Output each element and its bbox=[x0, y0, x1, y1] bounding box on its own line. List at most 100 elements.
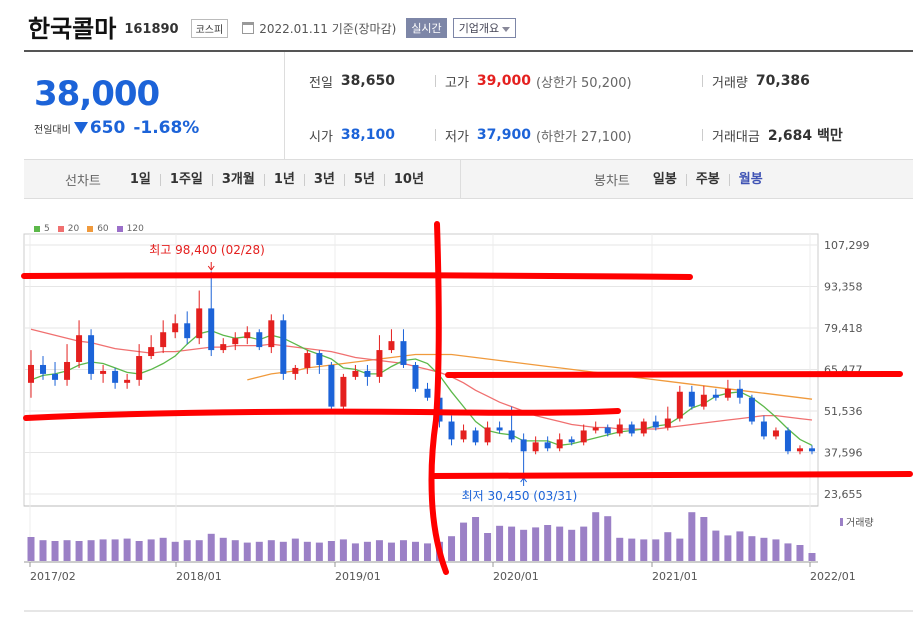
legend-swatch bbox=[34, 226, 40, 232]
candle-body bbox=[52, 373, 59, 380]
candle-body bbox=[412, 364, 419, 389]
annotation-line-right-lower bbox=[431, 471, 913, 479]
amount-value: 2,684 백만 bbox=[767, 128, 843, 144]
legend-label: 20 bbox=[67, 224, 80, 234]
y-tick-label: 107,299 bbox=[824, 239, 870, 252]
volume-bar bbox=[532, 527, 540, 561]
candle-body bbox=[784, 430, 791, 452]
volume-bar bbox=[387, 542, 395, 561]
stock-chart: 5 20 60 120 107,299 93,358 79,418 65,477 51,… bbox=[0, 200, 913, 618]
volume-bar bbox=[736, 531, 744, 561]
ma-legend: 5 20 60 120 bbox=[34, 224, 152, 234]
volume-bar bbox=[508, 526, 516, 561]
candle-body bbox=[100, 370, 107, 374]
legend-swatch bbox=[116, 226, 123, 232]
period-bar: 선차트 1일 1주일 3개월 1년 3년 5년 10년 봉차트 일봉 주봉 월봉 bbox=[24, 160, 913, 199]
open-value: 38,100 bbox=[340, 127, 395, 143]
candle-body bbox=[88, 335, 95, 374]
candle-body bbox=[796, 448, 803, 452]
candle-body bbox=[136, 356, 143, 380]
candle-daily[interactable]: 일봉 bbox=[652, 171, 677, 187]
legend-ma20: 20 bbox=[57, 224, 80, 234]
y-tick-label: 51,536 bbox=[824, 405, 863, 418]
candle-body bbox=[316, 353, 323, 365]
y-tick-label: 23,655 bbox=[824, 488, 863, 501]
volume-bar bbox=[784, 543, 792, 561]
change-value: 650 bbox=[89, 118, 126, 138]
candle-chart-periods: 봉차트 일봉 주봉 월봉 bbox=[594, 160, 772, 199]
volume-legend-swatch bbox=[840, 518, 843, 526]
candle-body bbox=[244, 332, 251, 339]
candle-body bbox=[592, 427, 599, 431]
candle-body bbox=[676, 391, 683, 419]
candle-body bbox=[808, 448, 815, 452]
annotation-line-top bbox=[21, 272, 693, 280]
period-3m[interactable]: 3개월 bbox=[211, 173, 264, 186]
volume-bar bbox=[63, 540, 71, 561]
candle-body bbox=[64, 361, 71, 380]
volume-bar bbox=[808, 553, 816, 561]
x-tick-label: 2020/01 bbox=[493, 570, 539, 583]
y-tick-label: 93,358 bbox=[824, 281, 863, 294]
candle-body bbox=[472, 430, 479, 443]
line-chart-label: 선차트 bbox=[65, 174, 101, 189]
candle-weekly[interactable]: 주봉 bbox=[685, 173, 729, 186]
period-1w[interactable]: 1주일 bbox=[159, 173, 212, 186]
volume-bar bbox=[87, 540, 95, 561]
candle-body bbox=[364, 370, 371, 377]
candle-body bbox=[628, 424, 635, 434]
high-value: 39,000 bbox=[476, 73, 531, 89]
volume-bar bbox=[448, 536, 456, 561]
volume-bar bbox=[315, 542, 323, 561]
candle-body bbox=[196, 308, 203, 339]
candle-body bbox=[748, 397, 755, 422]
chart-canvas: 107,29993,35879,41865,47751,53637,59623,… bbox=[21, 221, 913, 612]
candle-monthly[interactable]: 월봉 bbox=[728, 173, 772, 186]
volume-bar bbox=[760, 537, 768, 561]
title-row: 한국콜마 161890 코스피 2022.01.11 기준(장마감) 실시간 기… bbox=[28, 10, 517, 43]
candle-body bbox=[340, 376, 347, 407]
realtime-button[interactable]: 실시간 bbox=[406, 18, 447, 38]
candle-body bbox=[736, 388, 743, 398]
period-5y[interactable]: 5년 bbox=[343, 173, 384, 186]
period-1y[interactable]: 1년 bbox=[263, 173, 304, 186]
high-note: 최고 98,400 (02/28) bbox=[149, 243, 265, 257]
current-price-box: 38,000 전일대비 650 -1.68% bbox=[24, 52, 285, 160]
volume-bar bbox=[688, 512, 696, 561]
candle-body bbox=[724, 388, 731, 398]
volume-value: 70,386 bbox=[755, 73, 810, 89]
candle-body bbox=[28, 364, 34, 383]
volume-bar bbox=[496, 525, 504, 561]
x-tick-label: 2018/01 bbox=[176, 570, 222, 583]
volume-bar bbox=[664, 532, 672, 561]
volume-bar bbox=[724, 535, 732, 561]
volume-bar bbox=[231, 540, 239, 561]
candle-body bbox=[688, 391, 695, 407]
market-badge: 코스피 bbox=[190, 18, 229, 38]
volume-bar bbox=[147, 539, 155, 561]
volume-bar bbox=[363, 541, 371, 561]
volume-bar bbox=[39, 540, 47, 561]
chevron-down-icon bbox=[502, 26, 511, 32]
period-1d[interactable]: 1일 bbox=[129, 171, 151, 187]
line-chart-periods: 선차트 1일 1주일 3개월 1년 3년 5년 10년 bbox=[24, 160, 461, 199]
period-3y[interactable]: 3년 bbox=[303, 173, 344, 186]
volume-bar bbox=[255, 541, 263, 561]
change-rate: -1.68% bbox=[133, 118, 200, 138]
volume-bar bbox=[243, 542, 251, 561]
candle-body bbox=[532, 442, 539, 452]
volume-bar bbox=[303, 541, 311, 561]
volume-bar bbox=[111, 539, 119, 561]
volume-bar bbox=[472, 517, 480, 561]
candle-body bbox=[40, 364, 47, 374]
legend-label: 5 bbox=[44, 224, 50, 234]
base-date: 2022.01.11 기준(장마감) bbox=[259, 21, 397, 36]
volume-bar bbox=[411, 541, 419, 561]
annotation-line-right-upper bbox=[445, 371, 903, 378]
change-label: 전일대비 bbox=[34, 124, 71, 136]
ma5-line bbox=[30, 330, 813, 446]
volume-bar bbox=[700, 517, 708, 561]
volume-bar bbox=[123, 538, 131, 561]
company-info-button[interactable]: 기업개요 bbox=[452, 18, 517, 38]
period-10y[interactable]: 10년 bbox=[383, 173, 433, 186]
